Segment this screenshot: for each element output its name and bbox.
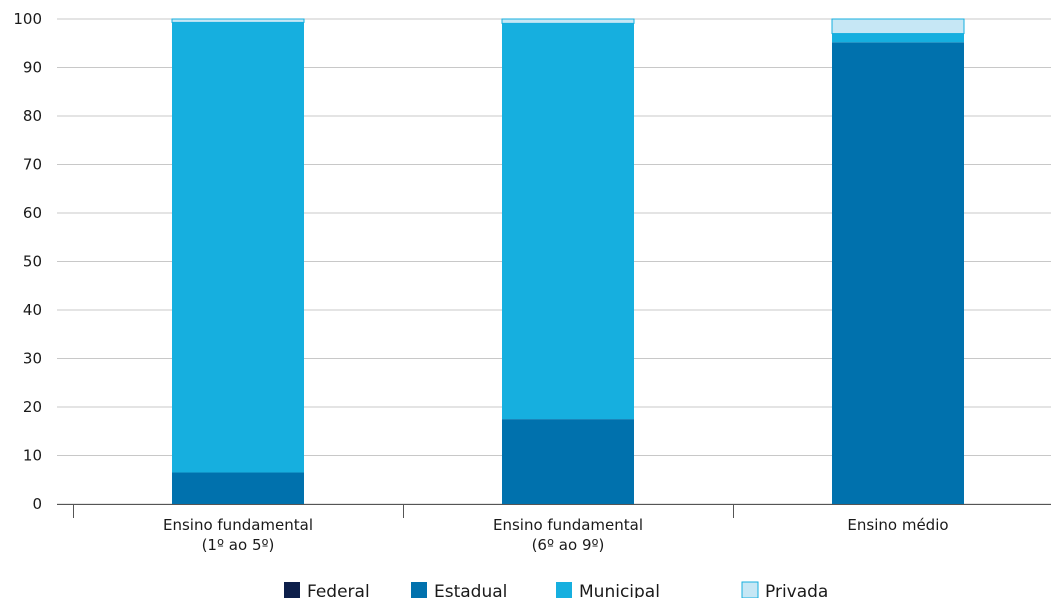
legend: Federal Estadual Municipal Privada: [284, 581, 828, 598]
y-tick-label: 100: [13, 10, 42, 28]
legend-swatch-municipal: [556, 582, 572, 598]
bar-segment-municipal: [832, 33, 964, 43]
y-tick-label: 80: [23, 107, 42, 125]
y-tick-label: 50: [23, 253, 42, 271]
x-axis-category-labels: Ensino fundamental (1º ao 5º) Ensino funda…: [163, 516, 949, 554]
bar-segment-estadual: [172, 472, 304, 504]
x-category-label: Ensino médio: [847, 516, 948, 534]
legend-swatch-privada: [741, 581, 759, 598]
x-category-label: (1º ao 5º): [202, 536, 275, 554]
x-category-label: (6º ao 9º): [532, 536, 605, 554]
legend-label-privada: Privada: [765, 582, 828, 598]
x-axis: [57, 504, 1051, 518]
bar-segment-estadual: [832, 42, 964, 504]
x-category-label: Ensino fundamental: [163, 516, 313, 534]
y-tick-label: 90: [23, 59, 42, 77]
y-axis-tick-labels: 0 10 20 30 40 50 60 70 80 90 100: [13, 10, 42, 513]
bars: [171, 18, 965, 504]
legend-swatch-estadual: [411, 582, 427, 598]
bar-segment-privada: [501, 18, 635, 24]
legend-label-estadual: Estadual: [434, 582, 507, 598]
legend-label-federal: Federal: [307, 582, 370, 598]
bar-segment-privada: [171, 18, 305, 23]
y-tick-label: 10: [23, 447, 42, 465]
bar-segment-municipal: [502, 23, 634, 420]
y-tick-label: 40: [23, 301, 42, 319]
x-category-label: Ensino fundamental: [493, 516, 643, 534]
bar-segment-privada: [831, 18, 965, 35]
legend-label-municipal: Municipal: [579, 582, 660, 598]
bar-segment-estadual: [502, 419, 634, 504]
y-tick-label: 60: [23, 204, 42, 222]
bar-segment-municipal: [172, 22, 304, 473]
y-tick-label: 30: [23, 350, 42, 368]
y-tick-label: 70: [23, 156, 42, 174]
y-tick-label: 20: [23, 398, 42, 416]
legend-swatch-federal: [284, 582, 300, 598]
y-tick-label: 0: [32, 495, 42, 513]
